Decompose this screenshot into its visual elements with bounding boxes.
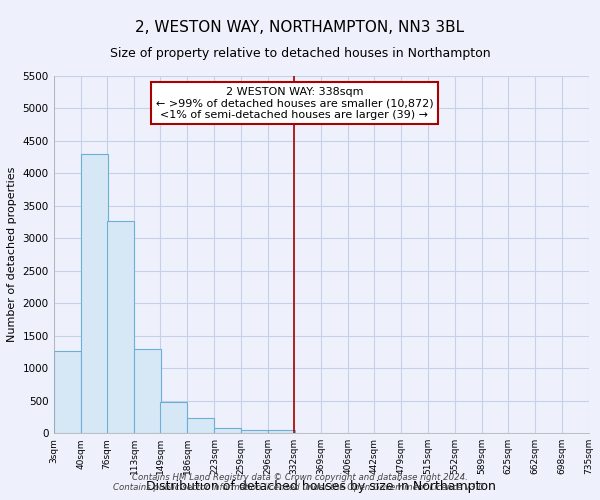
Bar <box>80 154 107 433</box>
Text: Size of property relative to detached houses in Northampton: Size of property relative to detached ho… <box>110 48 490 60</box>
Bar <box>214 428 241 434</box>
Bar <box>268 430 295 434</box>
Y-axis label: Number of detached properties: Number of detached properties <box>7 167 17 342</box>
Text: Contains HM Land Registry data © Crown copyright and database right 2024.
Contai: Contains HM Land Registry data © Crown c… <box>113 473 487 492</box>
X-axis label: Distribution of detached houses by size in Northampton: Distribution of detached houses by size … <box>146 480 496 493</box>
Text: 2 WESTON WAY: 338sqm
← >99% of detached houses are smaller (10,872)
<1% of semi-: 2 WESTON WAY: 338sqm ← >99% of detached … <box>155 86 433 120</box>
Bar <box>160 402 187 434</box>
Bar <box>187 418 214 434</box>
Bar <box>53 351 80 434</box>
Bar <box>107 222 134 434</box>
Bar <box>134 350 161 434</box>
Text: 2, WESTON WAY, NORTHAMPTON, NN3 3BL: 2, WESTON WAY, NORTHAMPTON, NN3 3BL <box>136 20 464 35</box>
Bar <box>241 430 268 434</box>
